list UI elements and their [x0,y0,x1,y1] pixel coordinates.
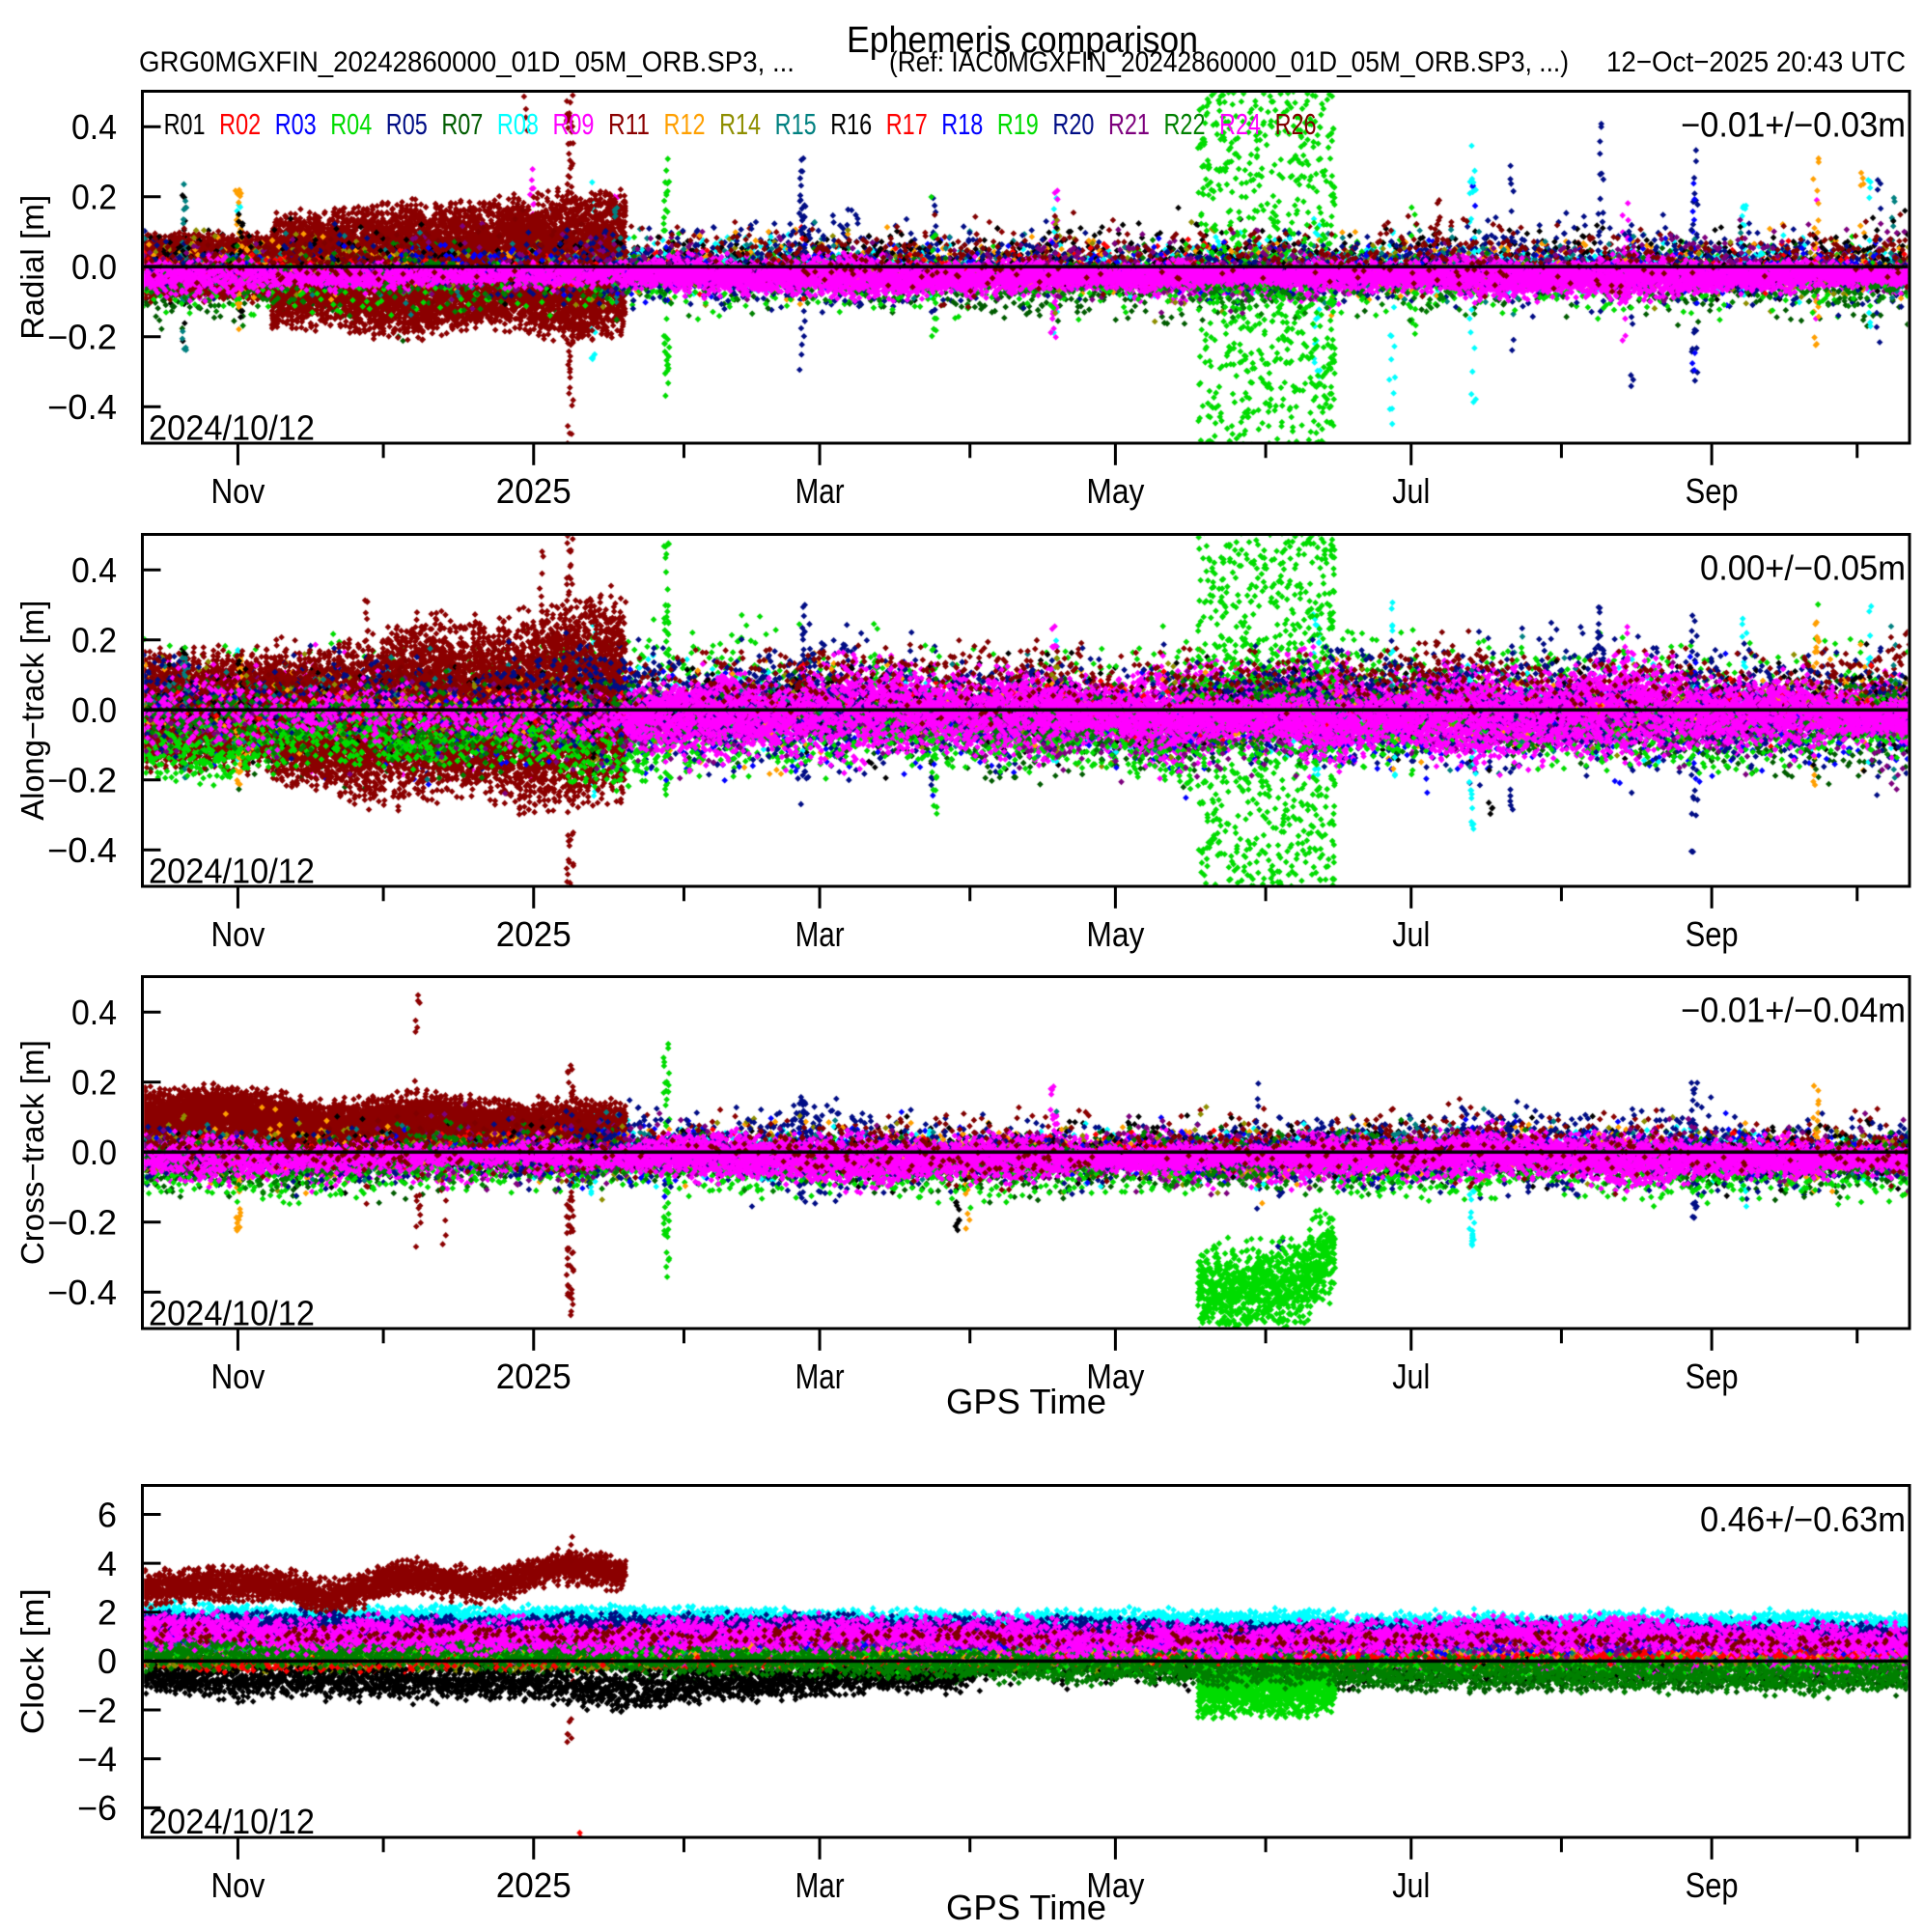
svg-text:Jul: Jul [1392,471,1430,511]
svg-text:R20: R20 [1052,107,1094,141]
svg-text:R18: R18 [941,107,983,141]
svg-text:R03: R03 [275,107,317,141]
svg-text:2025: 2025 [496,1865,572,1905]
svg-text:0: 0 [98,1641,117,1681]
svg-text:Mar: Mar [795,471,845,511]
svg-text:R22: R22 [1164,107,1206,141]
svg-text:0.2: 0.2 [71,621,117,660]
svg-text:Jul: Jul [1392,1357,1430,1396]
svg-text:−0.4: −0.4 [47,1273,117,1312]
svg-text:0.46+/−0.63m: 0.46+/−0.63m [1700,1499,1906,1539]
svg-text:R07: R07 [441,107,483,141]
svg-text:2: 2 [98,1593,117,1633]
svg-text:Cross−track [m]: Cross−track [m] [14,1040,50,1265]
svg-text:−0.01+/−0.04m: −0.01+/−0.04m [1681,991,1906,1030]
svg-text:12−Oct−2025 20:43 UTC: 12−Oct−2025 20:43 UTC [1606,46,1906,78]
svg-text:2024/10/12: 2024/10/12 [149,408,315,448]
svg-text:0.4: 0.4 [71,550,117,590]
svg-text:2025: 2025 [496,471,572,511]
svg-text:−0.2: −0.2 [47,761,117,800]
svg-text:Mar: Mar [795,1865,845,1905]
svg-text:R16: R16 [830,107,872,141]
svg-text:GPS Time: GPS Time [946,1382,1106,1421]
svg-text:May: May [1086,1865,1144,1905]
svg-text:Radial [m]: Radial [m] [14,195,50,340]
svg-text:R08: R08 [497,107,539,141]
svg-text:Sep: Sep [1686,471,1739,511]
svg-text:−0.01+/−0.03m: −0.01+/−0.03m [1681,105,1906,145]
svg-text:0.4: 0.4 [71,107,117,147]
svg-text:R11: R11 [608,107,650,141]
svg-text:Sep: Sep [1686,914,1739,954]
svg-text:R14: R14 [719,107,761,141]
svg-text:R02: R02 [219,107,261,141]
svg-text:0.2: 0.2 [71,1063,117,1103]
svg-text:Ephemeris comparison: Ephemeris comparison [847,20,1198,61]
svg-text:R01: R01 [164,107,206,141]
svg-text:−0.2: −0.2 [47,1203,117,1243]
svg-text:−0.4: −0.4 [47,830,117,870]
svg-text:Nov: Nov [210,471,265,511]
svg-text:Mar: Mar [795,1357,845,1396]
svg-text:Jul: Jul [1392,914,1430,954]
svg-text:R17: R17 [886,107,928,141]
svg-text:Sep: Sep [1686,1357,1739,1396]
svg-text:0.00+/−0.05m: 0.00+/−0.05m [1700,548,1906,588]
svg-text:May: May [1086,471,1144,511]
svg-text:0.0: 0.0 [71,247,117,287]
svg-text:−6: −6 [77,1788,117,1828]
svg-text:Mar: Mar [795,914,845,954]
svg-text:May: May [1086,1357,1144,1396]
svg-text:Sep: Sep [1686,1865,1739,1905]
svg-text:−0.2: −0.2 [47,318,117,357]
svg-text:Nov: Nov [210,914,265,954]
svg-text:Clock [m]: Clock [m] [14,1588,50,1734]
svg-text:2024/10/12: 2024/10/12 [149,1294,315,1333]
svg-text:R05: R05 [386,107,428,141]
svg-text:6: 6 [98,1495,117,1534]
svg-text:Nov: Nov [210,1357,265,1396]
svg-text:2024/10/12: 2024/10/12 [149,1802,315,1841]
svg-text:R24: R24 [1219,107,1261,141]
svg-text:0.2: 0.2 [71,178,117,217]
svg-text:R21: R21 [1108,107,1150,141]
svg-text:GRG0MGXFIN_20242860000_01D_05M: GRG0MGXFIN_20242860000_01D_05M_ORB.SP3, … [139,46,795,78]
svg-text:2024/10/12: 2024/10/12 [149,852,315,891]
svg-text:GPS Time: GPS Time [946,1888,1106,1927]
svg-text:−2: −2 [77,1691,117,1730]
svg-text:2025: 2025 [496,914,572,954]
svg-text:4: 4 [98,1544,117,1583]
svg-text:R15: R15 [775,107,817,141]
svg-text:R26: R26 [1275,107,1317,141]
svg-text:2025: 2025 [496,1357,572,1396]
svg-text:0.0: 0.0 [71,1133,117,1172]
svg-text:R19: R19 [997,107,1039,141]
svg-text:(Ref: IAC0MGXFIN_20242860000_0: (Ref: IAC0MGXFIN_20242860000_01D_05M_ORB… [889,46,1569,78]
svg-text:−4: −4 [77,1739,117,1778]
svg-text:R04: R04 [330,107,372,141]
svg-text:May: May [1086,914,1144,954]
svg-text:R09: R09 [552,107,594,141]
svg-text:−0.4: −0.4 [47,387,117,427]
svg-text:0.0: 0.0 [71,690,117,730]
svg-text:0.4: 0.4 [71,993,117,1032]
svg-text:Along−track [m]: Along−track [m] [14,601,50,821]
svg-text:Nov: Nov [210,1865,265,1905]
svg-text:Jul: Jul [1392,1865,1430,1905]
svg-text:R12: R12 [664,107,706,141]
